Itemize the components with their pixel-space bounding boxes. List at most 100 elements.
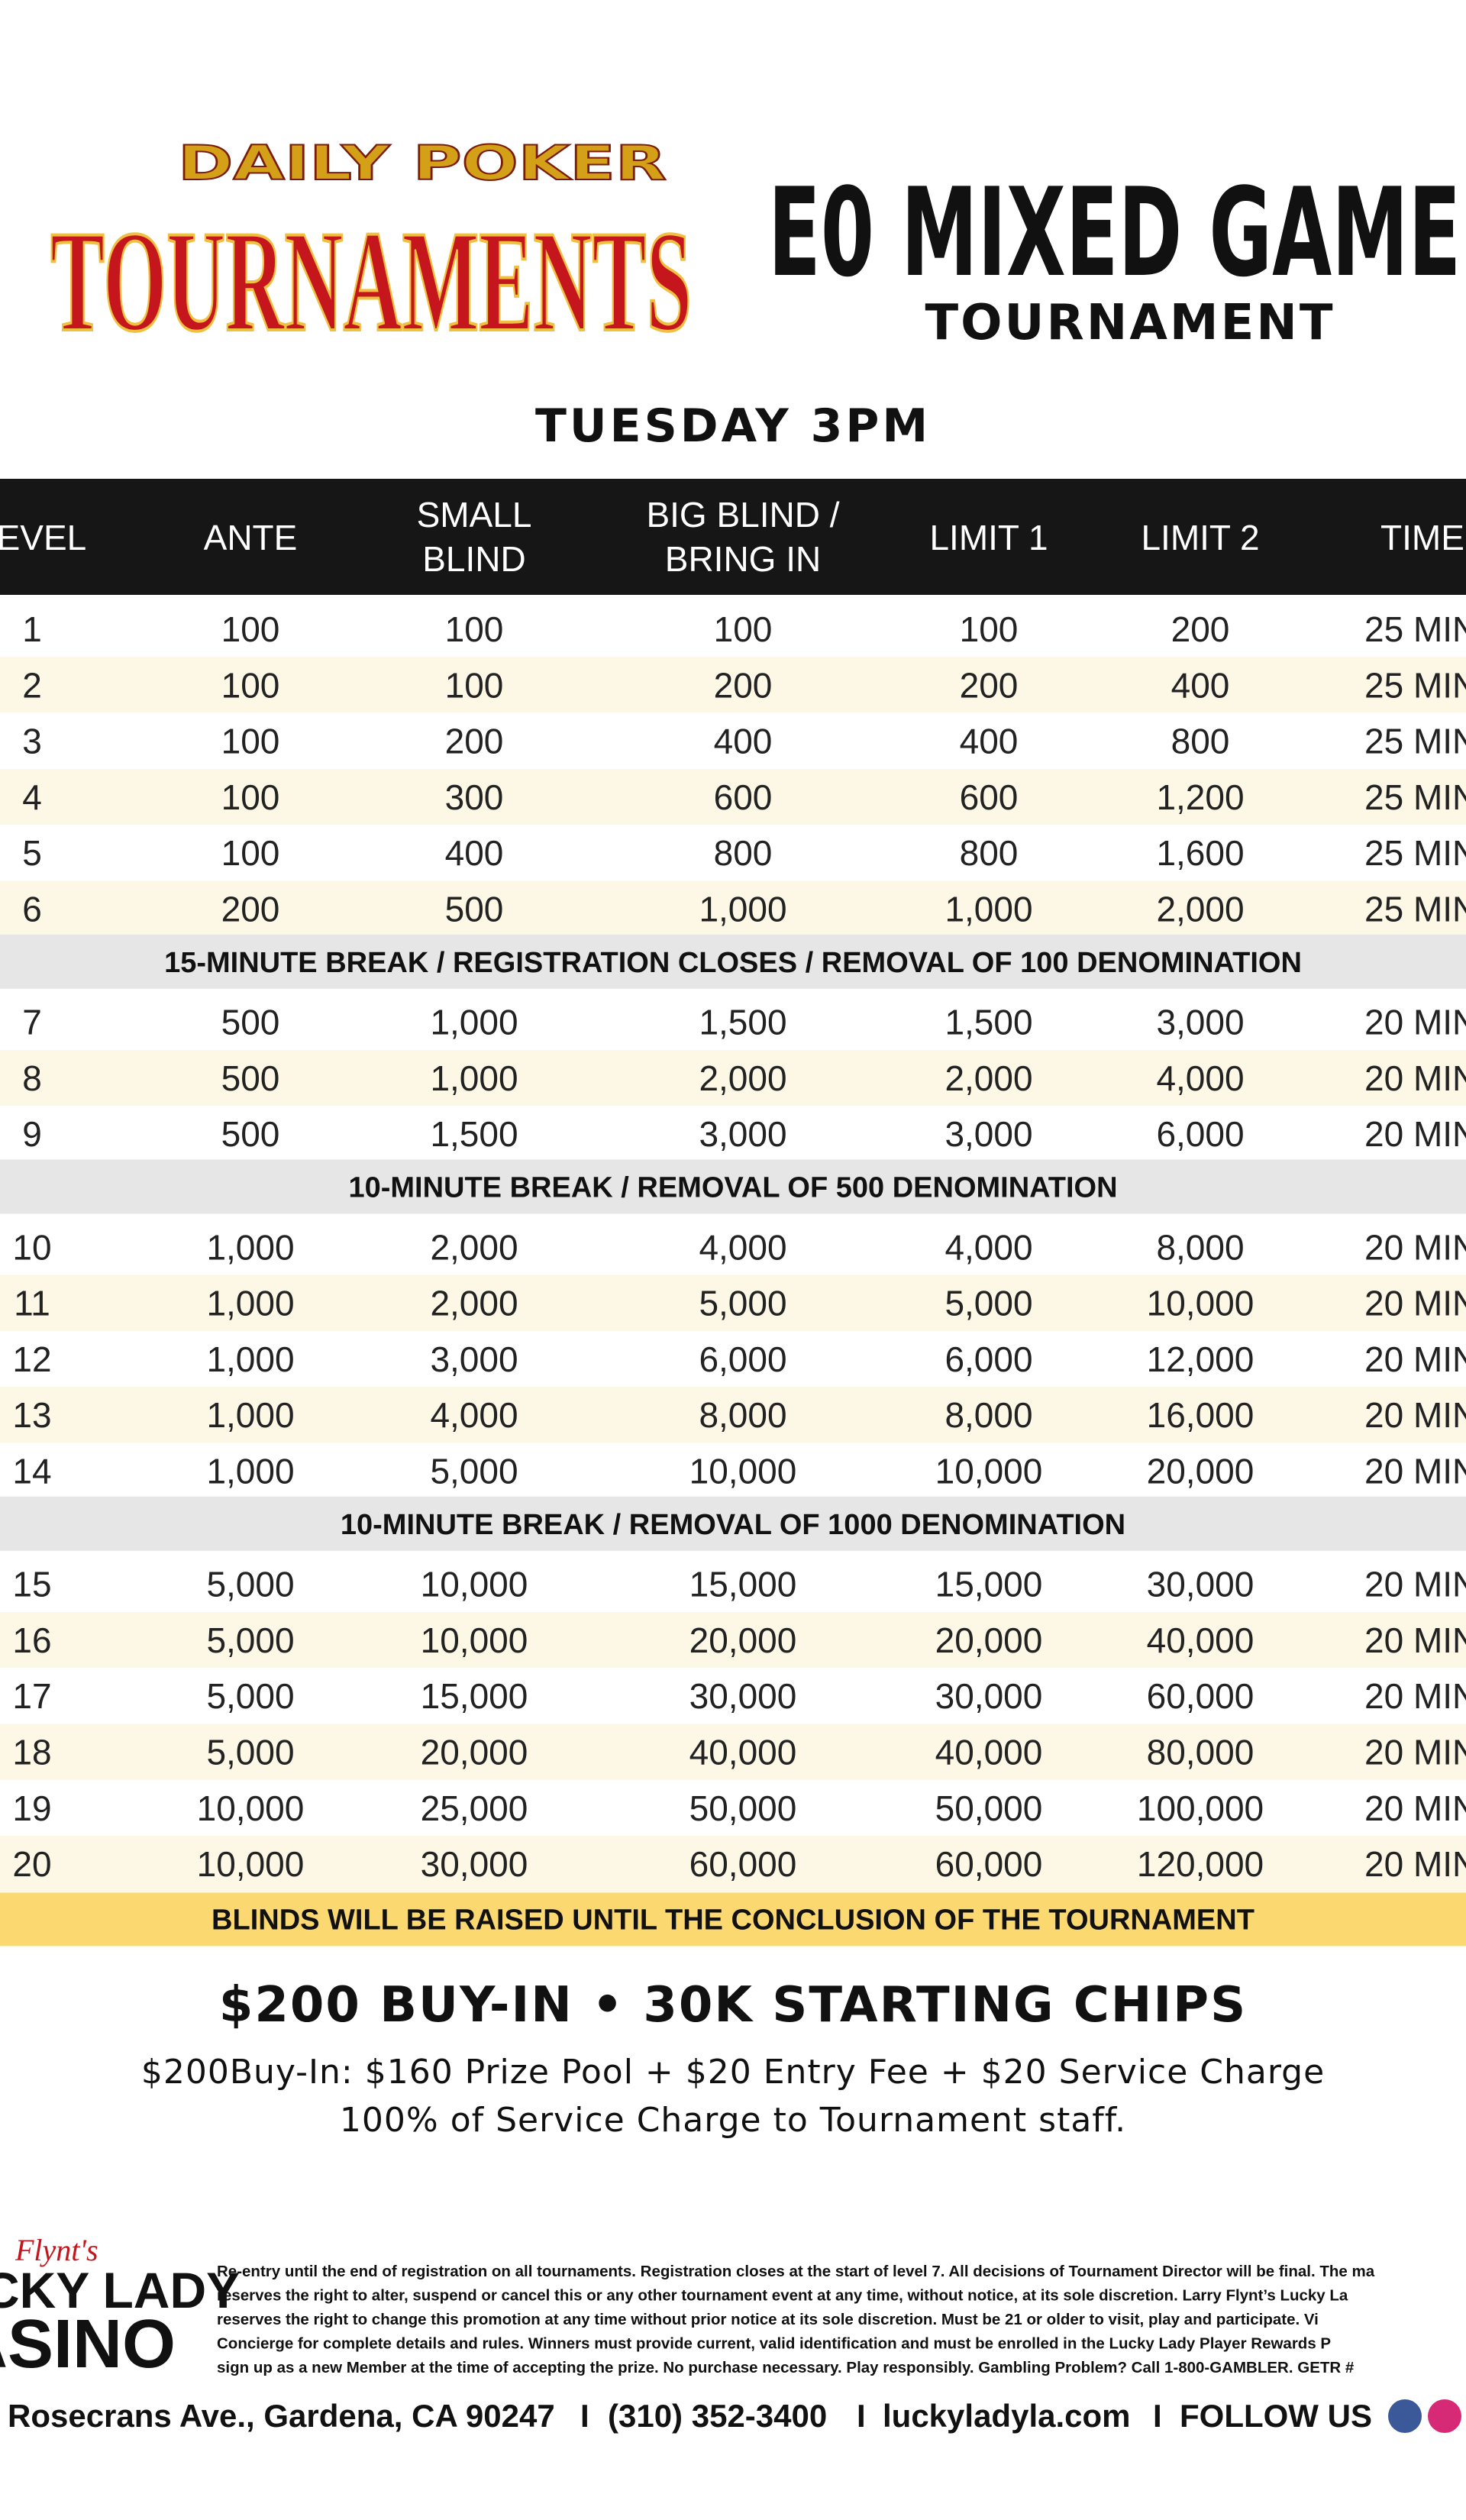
- table-cell: 200: [1171, 609, 1230, 649]
- table-cell: 5,000: [430, 1452, 518, 1491]
- table-cell: 500: [221, 1058, 280, 1098]
- separator: I: [857, 2398, 866, 2434]
- table-cell: 100: [221, 722, 280, 761]
- table-cell: 3: [22, 722, 42, 761]
- table-cell: 1: [22, 609, 42, 649]
- table-cell: 500: [445, 890, 504, 929]
- table-cell: 5: [22, 833, 42, 873]
- table-cell: 20 MIN: [1364, 1788, 1466, 1828]
- buyin-line: $200Buy-In: $160 Prize Pool + $20 Entry …: [141, 2053, 1325, 2092]
- disclaimer-line: reserves the right to change this promot…: [217, 2311, 1319, 2328]
- table-row: [0, 1049, 1466, 1107]
- table-cell: 100: [714, 609, 773, 649]
- table-cell: 100: [221, 665, 280, 705]
- table-cell: 200: [960, 665, 1019, 705]
- table-cell: 5,000: [206, 1733, 294, 1772]
- table-cell: 15,000: [935, 1565, 1043, 1604]
- table-cell: 20 MIN: [1364, 1395, 1466, 1435]
- table-cell: 25 MIN: [1364, 890, 1466, 929]
- table-cell: 15,000: [421, 1676, 528, 1716]
- table-cell: 40,000: [935, 1733, 1043, 1772]
- table-cell: 12,000: [1147, 1339, 1254, 1379]
- table-cell: 20 MIN: [1364, 1114, 1466, 1154]
- buyin-line: 100% of Service Charge to Tournament sta…: [340, 2101, 1126, 2140]
- break-note: 10-MINUTE BREAK / REMOVAL OF 1000 DENOMI…: [341, 1509, 1125, 1541]
- logo-bottom: CASINO: [0, 2306, 176, 2383]
- table-cell: 500: [221, 1114, 280, 1154]
- table-cell: 5,000: [945, 1284, 1032, 1323]
- table-cell: 40,000: [689, 1733, 797, 1772]
- table-row: [0, 1779, 1466, 1837]
- table-cell: 30,000: [935, 1676, 1043, 1716]
- table-row: [0, 601, 1466, 657]
- break-note: 10-MINUTE BREAK / REMOVAL OF 500 DENOMIN…: [348, 1172, 1117, 1204]
- table-row: [0, 1219, 1466, 1275]
- table-cell: 25 MIN: [1364, 833, 1466, 873]
- table-cell: 1,500: [430, 1114, 518, 1154]
- table-row: [0, 993, 1466, 1050]
- facebook-icon[interactable]: [1388, 2399, 1422, 2433]
- table-cell: 100: [221, 609, 280, 649]
- logo-top: DAILY POKER: [178, 135, 667, 191]
- table-cell: 1,000: [206, 1227, 294, 1267]
- table-row: [0, 1330, 1466, 1388]
- table-cell: 800: [714, 833, 773, 873]
- disclaimer-line: Re-entry until the end of registration o…: [217, 2263, 1375, 2280]
- table-cell: 20 MIN: [1364, 1003, 1466, 1042]
- column-header: LIMIT 1: [929, 518, 1048, 557]
- table-cell: 2,000: [1156, 890, 1244, 929]
- table-cell: 300: [445, 777, 504, 817]
- table-cell: 1,000: [699, 890, 786, 929]
- table-cell: 60,000: [1147, 1676, 1254, 1716]
- table-cell: 20 MIN: [1364, 1676, 1466, 1716]
- table-cell: 200: [221, 890, 280, 929]
- table-cell: 19: [12, 1788, 51, 1828]
- table-cell: 100: [221, 777, 280, 817]
- break-row: [0, 934, 1466, 989]
- table-cell: 100: [445, 609, 504, 649]
- column-header: LEVEL: [0, 518, 86, 557]
- schedule: TUESDAY 3PM: [535, 399, 931, 453]
- table-cell: 30,000: [421, 1844, 528, 1884]
- table-cell: 5,000: [699, 1284, 786, 1323]
- table-cell: 5,000: [206, 1565, 294, 1604]
- table-cell: 20 MIN: [1364, 1284, 1466, 1323]
- logo-script: Flynt's: [15, 2233, 98, 2267]
- table-cell: 20 MIN: [1364, 1339, 1466, 1379]
- table-cell: 2,000: [699, 1058, 786, 1098]
- table-cell: 4,000: [430, 1395, 518, 1435]
- table-cell: 12: [12, 1339, 51, 1379]
- table-cell: 200: [714, 665, 773, 705]
- instagram-icon[interactable]: [1428, 2399, 1461, 2433]
- table-cell: 1,200: [1156, 777, 1244, 817]
- table-cell: 6,000: [699, 1339, 786, 1379]
- table-cell: 6,000: [1156, 1114, 1244, 1154]
- table-cell: 80,000: [1147, 1733, 1254, 1772]
- column-header: BRING IN: [665, 539, 821, 579]
- break-row: [0, 1496, 1466, 1551]
- table-cell: 1,000: [206, 1339, 294, 1379]
- table-cell: 25 MIN: [1364, 722, 1466, 761]
- table-cell: 20,000: [935, 1620, 1043, 1660]
- table-cell: 25 MIN: [1364, 665, 1466, 705]
- table-row: [0, 712, 1466, 769]
- table-cell: 20,000: [421, 1733, 528, 1772]
- table-cell: 20 MIN: [1364, 1620, 1466, 1660]
- table-row: [0, 657, 1466, 713]
- table-row: [0, 825, 1466, 881]
- table-cell: 100: [960, 609, 1019, 649]
- table-cell: 100: [221, 833, 280, 873]
- table-cell: 10,000: [421, 1620, 528, 1660]
- table-cell: 14: [12, 1452, 51, 1491]
- table-cell: 11: [14, 1284, 50, 1323]
- table-cell: 15,000: [689, 1565, 797, 1604]
- table-cell: 60,000: [935, 1844, 1043, 1884]
- final-note: BLINDS WILL BE RAISED UNTIL THE CONCLUSI…: [212, 1904, 1254, 1936]
- table-cell: 1,500: [945, 1003, 1032, 1042]
- table-cell: 4,000: [699, 1227, 786, 1267]
- table-cell: 2,000: [430, 1227, 518, 1267]
- table-cell: 800: [1171, 722, 1230, 761]
- subtitle: TOURNAMENT: [925, 295, 1335, 351]
